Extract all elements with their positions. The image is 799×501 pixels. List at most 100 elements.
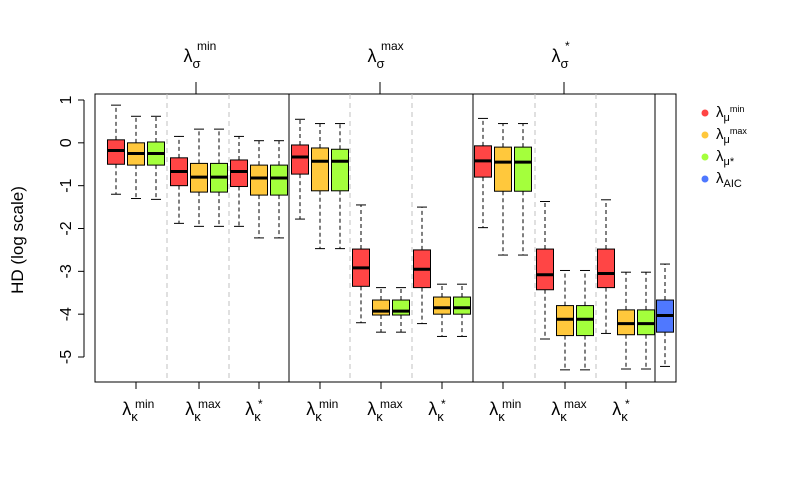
bottom-label-0-2: λκ <box>245 399 261 424</box>
bottom-label-0-0: λκ <box>122 399 138 424</box>
bottom-label-2-0-sup: min <box>502 397 521 411</box>
bottom-label-2-1: λκ <box>551 399 567 424</box>
box-g1-s1-green <box>392 287 410 333</box>
box-g0-s2-green-iqr <box>270 164 288 196</box>
group-separators <box>166 94 656 382</box>
bottom-label-2-0: λκ <box>489 399 505 424</box>
box-g1-s0-red-iqr <box>291 144 309 175</box>
bottom-label-0-2-base: λ <box>245 399 254 419</box>
bottom-label-0-1: λκ <box>185 399 201 424</box>
bottom-label-2-2: λκ <box>612 399 628 424</box>
box-g2-s1-red <box>536 201 554 340</box>
top-group-label-2-base: λ <box>551 46 560 66</box>
y-tick-label: -1 <box>58 178 75 192</box>
box-g0-s2-green <box>270 140 288 239</box>
top-group-label-0-sub: σ <box>192 56 200 71</box>
box-g2-s1-orange <box>556 269 574 371</box>
bottom-label-0-0-sup: min <box>135 397 154 411</box>
y-tick-label: -2 <box>58 221 75 235</box>
legend-label-red: λμmin <box>716 104 744 124</box>
bottom-label-1-0-base: λ <box>306 399 315 419</box>
legend-marker-red <box>701 109 709 117</box>
top-group-label-2-sub: σ <box>560 56 568 71</box>
box-g1-s1-green-iqr <box>392 299 410 316</box>
y-tick-label: -4 <box>58 307 75 321</box>
bottom-label-2-0-base: λ <box>489 399 498 419</box>
bottom-label-2-1-sup: max <box>564 397 587 411</box>
box-g0-s2-red <box>230 135 248 227</box>
box-g2-s2-orange <box>617 271 635 370</box>
bottom-label-0-1-sub: κ <box>194 409 201 424</box>
box-g1-s2-green <box>453 283 471 337</box>
bottom-label-0-2-sup: * <box>258 397 263 411</box>
bottom-label-1-2-base: λ <box>428 399 437 419</box>
bottom-label-2-1-sub: κ <box>560 409 567 424</box>
bottom-label-0-1-sup: max <box>198 397 221 411</box>
box-g2-s0-orange-iqr <box>494 146 512 192</box>
box-g2-s2-red <box>597 199 615 334</box>
bottom-label-0-2-sub: κ <box>254 409 261 424</box>
y-axis: 1 0 -1 -2 -3 -4 -5 <box>58 95 85 364</box>
top-group-label-2-sup: * <box>565 39 570 53</box>
y-tick-label: 0 <box>58 138 75 147</box>
box-g0-s0-green <box>147 115 165 200</box>
bottom-label-2-1-base: λ <box>551 399 560 419</box>
plot-border <box>94 93 677 383</box>
box-g0-s1-red <box>170 135 188 224</box>
top-group-label-1-sub: σ <box>376 56 384 71</box>
box-g2-s1-red-iqr <box>536 248 554 291</box>
boxes <box>107 104 674 371</box>
bottom-label-1-1-sub: κ <box>376 409 383 424</box>
box-g2-s0-green-iqr <box>514 146 532 192</box>
y-tick-label: -5 <box>58 350 75 364</box>
bottom-label-1-0: λκ <box>306 399 322 424</box>
box-g1-s0-orange <box>311 123 329 250</box>
bottom-label-1-2: λκ <box>428 399 444 424</box>
box-g2-s0-red <box>474 117 492 229</box>
top-group-label-0-base: λ <box>183 46 192 66</box>
box-g1-s1-orange-iqr <box>372 299 390 316</box>
bottom-label-1-0-sub: κ <box>315 409 322 424</box>
top-group-label-0-sup: min <box>197 39 216 53</box>
bottom-label-1-2-sub: κ <box>437 409 444 424</box>
bottom-label-0-0-sub: κ <box>131 409 138 424</box>
box-g1-s2-orange-iqr <box>433 296 451 315</box>
box-g1-s0-orange-iqr <box>311 147 329 192</box>
top-group-label-2: λσ <box>551 46 568 71</box>
box-g1-s2-green-iqr <box>453 296 471 315</box>
box-g1-s2-red <box>413 206 431 325</box>
box-g0-s1-green <box>210 128 228 227</box>
bottom-label-1-1: λκ <box>367 399 383 424</box>
legend-label-green: λμ* <box>716 148 735 168</box>
y-tick-label: 1 <box>58 95 75 104</box>
box-g0-s0-red <box>107 104 125 195</box>
box-aic-blue <box>656 263 674 367</box>
y-tick-label: -3 <box>58 264 75 278</box>
bottom-label-1-0-sup: min <box>319 397 338 411</box>
box-g2-s2-green <box>637 271 655 370</box>
box-g1-s0-green <box>331 123 349 250</box>
legend-marker-green <box>701 153 709 161</box>
box-g0-s2-orange-iqr <box>250 164 268 196</box>
legend-label-orange: λμmax <box>716 126 747 146</box>
legend-label-blue: λAIC <box>716 170 742 190</box>
box-g1-s2-orange <box>433 283 451 337</box>
top-group-label-1: λσ <box>367 46 384 71</box>
box-g0-s1-orange <box>190 128 208 227</box>
box-g0-s2-red-iqr <box>230 159 248 188</box>
y-axis-label: HD (log scale) <box>8 186 27 294</box>
box-g0-s2-orange <box>250 140 268 239</box>
plot-frame <box>94 93 677 383</box>
box-g2-s0-green <box>514 123 532 256</box>
bottom-label-2-2-base: λ <box>612 399 621 419</box>
legend-marker-orange <box>701 131 709 139</box>
top-group-label-1-base: λ <box>367 46 376 66</box>
box-g1-s1-orange <box>372 287 390 333</box>
box-g1-s0-green-iqr <box>331 148 349 192</box>
bottom-label-2-2-sub: κ <box>621 409 628 424</box>
legend-marker-blue <box>701 175 709 183</box>
bottom-label-2-2-sup: * <box>625 397 630 411</box>
bottom-label-0-1-base: λ <box>185 399 194 419</box>
box-g2-s0-orange <box>494 123 512 256</box>
